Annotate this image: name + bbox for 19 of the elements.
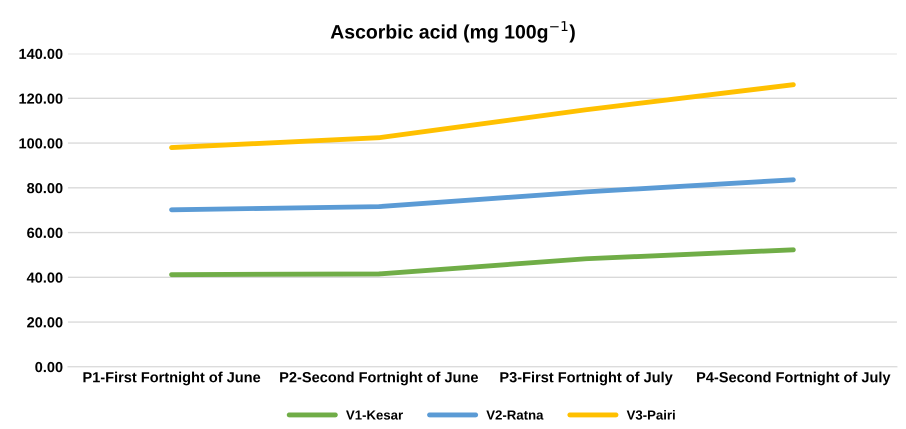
- y-tick-label: 40.00: [26, 272, 62, 283]
- legend-label: V1-Kesar: [346, 410, 403, 420]
- y-tick-label: 80.00: [27, 182, 62, 194]
- legend-label: V2-Ratna: [486, 410, 544, 420]
- line-series: [169, 177, 796, 212]
- line-series: [169, 82, 796, 150]
- y-tick-label: 60.00: [27, 228, 62, 238]
- chart-title: Ascorbic acid (mg 100g$^{−1}$): [330, 21, 575, 43]
- x-tick-label: P2-Second Fortnight of June: [280, 372, 478, 386]
- y-tick-label: 100.00: [19, 138, 62, 149]
- y-tick-label: 20.00: [27, 317, 62, 328]
- y-tick-label: 120.00: [19, 93, 62, 104]
- y-tick-label: 0.00: [35, 362, 62, 372]
- line-series: [169, 247, 796, 278]
- x-tick-label: P3-First Fortnight of July: [500, 372, 673, 386]
- x-tick-label: P4-Second Fortnight of July: [697, 372, 890, 386]
- legend-label: V3-Pairi: [626, 410, 675, 420]
- x-tick-label: P1-First Fortnight of June: [83, 372, 260, 386]
- y-tick-label: 140.00: [19, 48, 62, 60]
